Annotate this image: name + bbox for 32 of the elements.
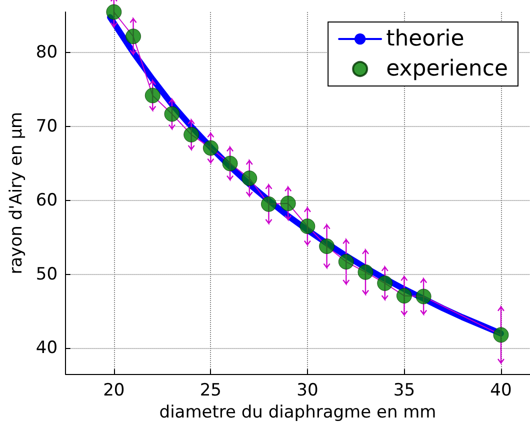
y-axis-title: rayon d'Airy en µm <box>6 112 26 274</box>
x-tick-label: 40 <box>490 380 512 401</box>
point <box>222 156 238 172</box>
y-tick-label: 80 <box>36 42 58 63</box>
legend-label: theorie <box>386 26 464 52</box>
point <box>416 288 432 304</box>
point <box>242 170 258 186</box>
point <box>377 275 393 291</box>
y-tick-label: 70 <box>36 116 58 137</box>
point <box>338 254 354 270</box>
point <box>144 88 160 104</box>
y-tick-label: 60 <box>36 190 58 210</box>
point <box>164 106 180 122</box>
legend-label: experience <box>386 56 508 82</box>
point <box>319 238 335 254</box>
x-tick-label: 20 <box>103 380 125 401</box>
point <box>396 288 412 304</box>
x-axis-title: diametre du diaphragme en mm <box>159 402 436 422</box>
point <box>358 264 374 280</box>
point <box>280 196 296 212</box>
x-tick-label: 30 <box>296 380 318 401</box>
x-tick-label: 35 <box>393 380 416 401</box>
y-tick-label: 40 <box>36 338 58 358</box>
point <box>493 327 509 343</box>
point <box>184 126 200 142</box>
point <box>106 4 122 20</box>
y-tick-label: 50 <box>36 264 58 284</box>
point <box>126 28 142 44</box>
x-tick-label: 25 <box>200 380 222 401</box>
point <box>202 140 218 156</box>
point <box>300 218 316 234</box>
point <box>261 196 276 212</box>
